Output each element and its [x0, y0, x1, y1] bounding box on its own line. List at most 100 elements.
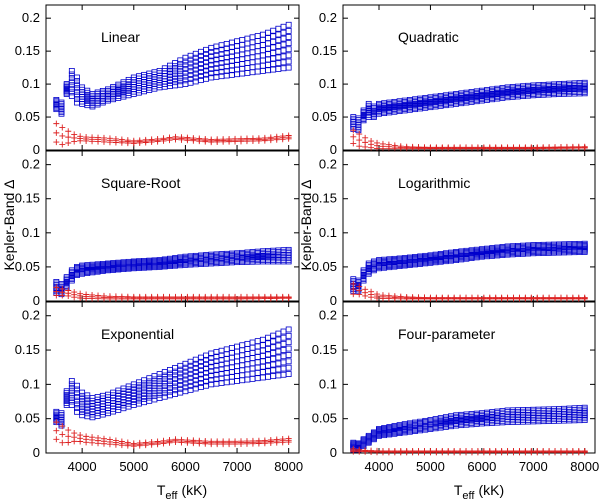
- data-point-square: [110, 87, 117, 94]
- data-point-square: [99, 88, 106, 94]
- data-point-plus: [267, 293, 274, 300]
- data-point-plus: [403, 447, 410, 454]
- data-point-square: [365, 106, 372, 113]
- data-point-plus: [202, 293, 209, 300]
- data-point-plus: [65, 439, 72, 446]
- data-point-plus: [581, 447, 588, 454]
- data-point-square: [172, 368, 178, 375]
- data-point-plus: [356, 446, 363, 453]
- data-point-square: [275, 256, 282, 263]
- data-point-plus: [379, 292, 386, 299]
- data-point-square: [234, 363, 240, 370]
- data-point-square: [285, 52, 292, 59]
- data-point-square: [285, 58, 292, 65]
- data-point-square: [259, 31, 266, 38]
- data-point-plus: [148, 438, 155, 445]
- data-point-plus: [492, 144, 499, 151]
- data-point-plus: [433, 144, 440, 151]
- panels: 0 0.05 0.1 0.15 0.2 Linear 0 0.05 0.1 0.15 0.2 Quad…: [15, 4, 599, 474]
- data-point-square: [89, 96, 96, 103]
- data-point-square: [270, 44, 277, 51]
- data-point-square: [234, 38, 240, 45]
- data-point-plus: [130, 137, 137, 144]
- data-point-square: [141, 399, 148, 406]
- data-point-square: [355, 120, 362, 127]
- data-point-plus: [208, 136, 215, 143]
- data-point-plus: [522, 294, 529, 301]
- data-point-square: [285, 34, 292, 40]
- data-point-square: [581, 415, 588, 422]
- data-point-square: [566, 415, 573, 422]
- data-point-square: [136, 382, 142, 389]
- data-point-plus: [53, 436, 60, 443]
- data-point-square: [141, 386, 148, 393]
- data-point-square: [84, 87, 91, 94]
- data-point-square: [239, 347, 246, 354]
- data-point-square: [355, 117, 362, 123]
- data-point-plus: [385, 447, 392, 454]
- data-point-square: [244, 346, 251, 352]
- data-point-square: [494, 410, 501, 417]
- data-point-square: [545, 414, 552, 421]
- data-point-square: [285, 364, 292, 371]
- panel-4: 0 0.05 0.1 0.15 0.2 4000 5000 6000 7000 8000 Expon…: [15, 301, 303, 474]
- data-point-square: [259, 62, 266, 69]
- data-point-square: [172, 82, 178, 89]
- data-point-plus: [540, 447, 547, 454]
- data-point-square: [249, 59, 256, 66]
- data-point-square: [177, 378, 184, 385]
- data-point-square: [84, 407, 91, 414]
- data-point-plus: [53, 284, 60, 291]
- data-point-square: [228, 345, 235, 351]
- data-point-square: [89, 101, 96, 108]
- data-point-square: [571, 417, 578, 424]
- data-point-square: [94, 92, 101, 99]
- data-point-square: [365, 112, 372, 119]
- data-point-square: [545, 418, 552, 424]
- data-point-square: [79, 392, 86, 399]
- data-point-square: [525, 418, 532, 425]
- data-point-square: [74, 74, 80, 81]
- data-point-square: [499, 417, 506, 424]
- data-point-plus: [463, 447, 470, 454]
- data-point-square: [146, 397, 153, 404]
- data-point-square: [566, 410, 573, 417]
- data-point-plus: [95, 134, 102, 141]
- data-point-square: [249, 339, 256, 346]
- data-point-square: [280, 250, 287, 257]
- data-point-square: [74, 78, 80, 84]
- data-point-plus: [356, 143, 363, 150]
- data-point-square: [74, 88, 80, 95]
- data-point-plus: [124, 293, 131, 300]
- x-tick-label: 7000: [223, 459, 252, 474]
- data-point-plus: [136, 293, 143, 300]
- data-point-square: [58, 110, 65, 117]
- data-point-square: [525, 413, 532, 420]
- data-point-square: [275, 25, 282, 32]
- data-point-square: [105, 91, 111, 98]
- data-point-square: [556, 412, 562, 419]
- data-point-square: [280, 255, 287, 262]
- data-point-square: [355, 118, 362, 125]
- data-point-square: [509, 414, 516, 420]
- data-point-plus: [575, 447, 582, 454]
- data-point-square: [105, 89, 111, 96]
- data-point-square: [79, 399, 86, 406]
- data-point-square: [172, 66, 178, 73]
- panel-title: Four-parameter: [398, 326, 496, 342]
- y-tick-label: 0.15: [312, 191, 337, 206]
- data-point-square: [151, 373, 158, 380]
- data-point-square: [535, 416, 542, 423]
- data-point-plus: [172, 436, 179, 443]
- y-tick-label: 0: [330, 293, 337, 308]
- data-point-square: [280, 35, 287, 42]
- data-point-square: [177, 362, 184, 369]
- data-point-square: [79, 409, 86, 415]
- data-point-plus: [445, 294, 452, 301]
- data-point-plus: [421, 144, 428, 151]
- data-point-plus: [350, 291, 357, 298]
- data-point-square: [280, 23, 287, 30]
- data-point-square: [566, 405, 573, 412]
- data-point-square: [545, 408, 552, 414]
- data-point-square: [280, 29, 287, 36]
